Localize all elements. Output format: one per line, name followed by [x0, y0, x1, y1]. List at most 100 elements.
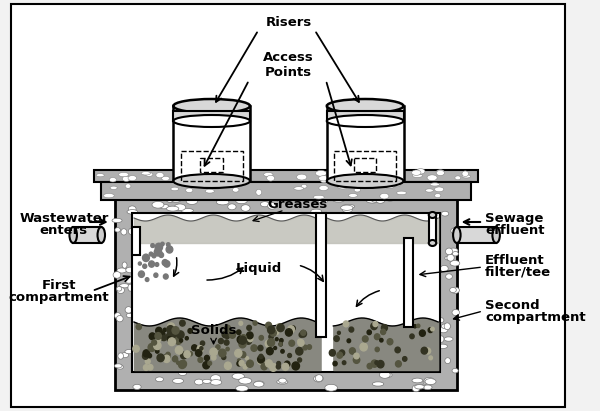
Ellipse shape — [373, 382, 384, 386]
Circle shape — [167, 337, 172, 342]
Circle shape — [175, 346, 183, 354]
Circle shape — [349, 327, 353, 332]
Circle shape — [274, 330, 279, 335]
Circle shape — [154, 342, 161, 349]
Circle shape — [270, 330, 277, 336]
Circle shape — [161, 242, 164, 246]
Circle shape — [354, 353, 359, 359]
Ellipse shape — [155, 377, 163, 382]
Bar — [354, 158, 376, 172]
Circle shape — [292, 362, 299, 370]
Circle shape — [425, 348, 431, 354]
Circle shape — [166, 246, 173, 253]
Circle shape — [281, 349, 284, 353]
Ellipse shape — [179, 371, 187, 376]
Ellipse shape — [228, 204, 236, 210]
Circle shape — [239, 360, 244, 366]
Ellipse shape — [434, 194, 441, 198]
Circle shape — [377, 360, 384, 368]
Ellipse shape — [450, 261, 460, 266]
Circle shape — [247, 363, 250, 365]
Circle shape — [161, 336, 165, 340]
Ellipse shape — [210, 380, 222, 385]
Ellipse shape — [434, 187, 444, 192]
Circle shape — [152, 340, 157, 345]
Ellipse shape — [128, 284, 133, 291]
Ellipse shape — [445, 358, 451, 364]
Circle shape — [155, 263, 159, 266]
Bar — [173, 111, 250, 121]
Circle shape — [343, 321, 349, 327]
Circle shape — [298, 358, 302, 362]
Bar — [327, 111, 404, 121]
Circle shape — [166, 243, 170, 247]
Circle shape — [343, 361, 346, 365]
Circle shape — [211, 355, 216, 360]
Ellipse shape — [217, 200, 229, 205]
Ellipse shape — [294, 187, 304, 190]
Ellipse shape — [318, 197, 328, 203]
Ellipse shape — [239, 378, 252, 384]
Circle shape — [387, 339, 393, 345]
Text: Greases: Greases — [268, 198, 328, 210]
Circle shape — [243, 365, 247, 369]
Circle shape — [403, 357, 407, 361]
Ellipse shape — [349, 194, 358, 197]
Circle shape — [162, 260, 168, 266]
Ellipse shape — [381, 373, 390, 378]
Ellipse shape — [117, 287, 124, 293]
Ellipse shape — [98, 227, 105, 243]
Circle shape — [291, 326, 295, 330]
Ellipse shape — [436, 171, 445, 175]
Circle shape — [155, 243, 163, 251]
Ellipse shape — [397, 191, 406, 195]
Ellipse shape — [121, 229, 127, 235]
Circle shape — [277, 365, 280, 369]
Circle shape — [419, 330, 425, 336]
Ellipse shape — [327, 115, 404, 127]
Circle shape — [145, 278, 149, 282]
Ellipse shape — [266, 175, 275, 181]
Circle shape — [161, 335, 166, 341]
Circle shape — [367, 363, 372, 369]
Ellipse shape — [367, 194, 374, 199]
Circle shape — [279, 342, 282, 346]
Circle shape — [251, 345, 257, 351]
Ellipse shape — [447, 254, 454, 261]
Bar — [115, 195, 457, 390]
Circle shape — [149, 252, 153, 256]
Ellipse shape — [238, 169, 245, 175]
Ellipse shape — [429, 240, 436, 246]
Circle shape — [375, 361, 379, 365]
Ellipse shape — [412, 170, 421, 175]
Circle shape — [176, 361, 179, 364]
Circle shape — [155, 349, 159, 353]
Circle shape — [257, 356, 265, 364]
Circle shape — [157, 338, 161, 342]
Circle shape — [179, 320, 185, 326]
Ellipse shape — [452, 368, 458, 373]
Ellipse shape — [159, 204, 169, 209]
Ellipse shape — [70, 227, 77, 243]
Text: compartment: compartment — [9, 291, 109, 303]
Circle shape — [172, 356, 178, 362]
Ellipse shape — [171, 187, 179, 191]
Circle shape — [282, 363, 289, 370]
Bar — [173, 106, 250, 181]
Ellipse shape — [119, 173, 129, 177]
Ellipse shape — [241, 205, 250, 211]
Ellipse shape — [278, 378, 286, 383]
Circle shape — [382, 325, 388, 331]
Ellipse shape — [446, 274, 452, 279]
Ellipse shape — [194, 379, 203, 385]
Circle shape — [270, 332, 273, 335]
Circle shape — [205, 356, 209, 361]
Ellipse shape — [141, 172, 151, 175]
Circle shape — [239, 337, 246, 344]
Ellipse shape — [429, 212, 436, 218]
Ellipse shape — [440, 266, 448, 272]
Ellipse shape — [202, 379, 211, 383]
Ellipse shape — [315, 375, 323, 382]
Ellipse shape — [145, 173, 153, 176]
Circle shape — [257, 356, 265, 363]
